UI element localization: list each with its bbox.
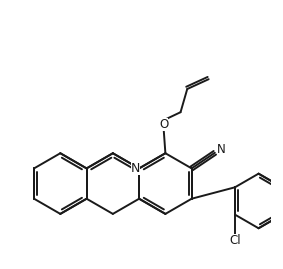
Text: Cl: Cl (229, 233, 241, 246)
Text: N: N (217, 143, 226, 156)
Text: N: N (131, 162, 140, 175)
Text: O: O (159, 118, 168, 131)
